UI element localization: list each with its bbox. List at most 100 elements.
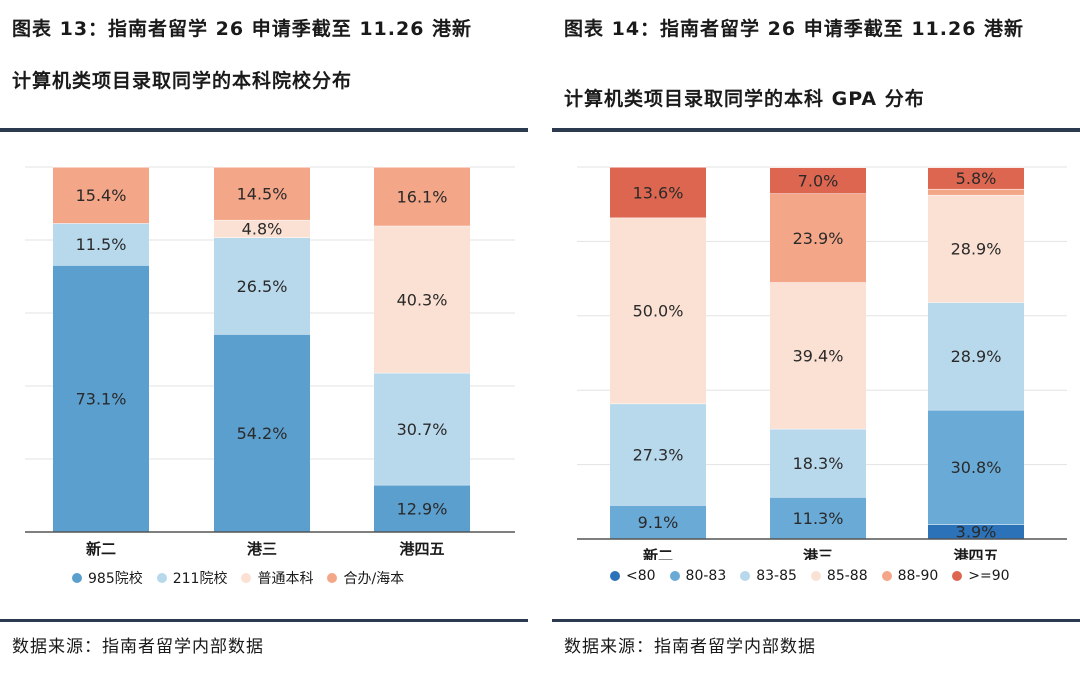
data-label: 16.1% <box>397 187 448 206</box>
data-label: 15.4% <box>76 186 127 205</box>
legend-label: 合办/海本 <box>343 571 405 587</box>
legend-label: 211院校 <box>172 571 228 587</box>
data-label: 39.4% <box>793 347 844 366</box>
data-label: 18.3% <box>793 454 844 473</box>
data-label: 30.7% <box>397 420 448 439</box>
legend-marker <box>740 571 751 581</box>
legend-label: 80-83 <box>685 568 727 584</box>
bar-segment <box>374 372 470 485</box>
legend-item: 80-83 <box>669 568 727 584</box>
x-tick-label: 港三 <box>247 540 277 558</box>
legend-label: 985院校 <box>88 571 143 587</box>
title-rule <box>552 128 1080 132</box>
bar-segment <box>928 194 1024 303</box>
data-label: 28.9% <box>951 240 1002 259</box>
legend-marker <box>810 571 821 581</box>
bar-segment <box>928 167 1024 189</box>
data-label: 5.8% <box>956 169 997 188</box>
bar-segment <box>214 167 310 220</box>
data-label: 11.5% <box>76 235 127 254</box>
bar-segment <box>928 524 1024 539</box>
legend-item: 211院校 <box>156 568 228 588</box>
data-label: 13.6% <box>633 183 684 202</box>
legend-marker <box>156 573 167 583</box>
data-label: 73.1% <box>76 390 127 409</box>
bar-segment <box>928 409 1024 525</box>
panel-left: 图表 13：指南者留学 26 申请季截至 11.26 港新 计算机类项目录取同学… <box>0 0 528 679</box>
chart-title-line2: 计算机类项目录取同学的本科 GPA 分布 <box>564 88 925 110</box>
bar-segment <box>770 282 866 429</box>
data-label: 50.0% <box>633 302 684 321</box>
data-label: 26.5% <box>237 277 288 296</box>
bar-segment <box>770 496 866 539</box>
stacked-bar-chart-right: 9.1% 27.3% 50.0% 13.6% 新二 11.3% 18.3% 39.4% 23.9… <box>577 166 1067 560</box>
legend-label: 普通本科 <box>257 571 314 587</box>
data-label: 3.9% <box>956 523 997 542</box>
bar-segment <box>214 219 310 238</box>
legend-item: 985院校 <box>72 568 143 588</box>
bar-segment <box>214 334 310 532</box>
bar-segment <box>374 225 470 373</box>
legend-label: 85-88 <box>826 568 868 584</box>
data-label: 54.2% <box>237 424 288 443</box>
x-tick-label: 港三 <box>803 547 833 560</box>
legend-right: <80 80-83 83-85 85-88 88-90 >=90 <box>610 568 1024 584</box>
data-label: 7.0% <box>798 171 839 190</box>
legend-item: 88-90 <box>881 568 939 584</box>
legend-left: 985院校 211院校 普通本科 合办/海本 <box>72 568 418 588</box>
data-label: 4.8% <box>242 220 283 239</box>
bar-segment <box>53 167 149 224</box>
legend-item: >=90 <box>952 568 1010 584</box>
legend-marker <box>327 573 338 583</box>
bar-segment <box>610 505 706 539</box>
legend-marker <box>72 573 82 583</box>
data-label: 40.3% <box>397 290 448 309</box>
x-tick-label: 港四五 <box>953 547 998 560</box>
data-label: 9.1% <box>638 513 679 532</box>
chart-title-line2: 计算机类项目录取同学的本科院校分布 <box>12 70 353 92</box>
data-label: 30.8% <box>951 458 1002 477</box>
bar-segment <box>610 403 706 506</box>
legend-label: 83-85 <box>756 568 797 584</box>
chart-title-line1: 图表 13：指南者留学 26 申请季截至 11.26 港新 <box>12 18 473 40</box>
legend-marker <box>610 571 620 581</box>
bar-segment <box>53 223 149 266</box>
legend-marker <box>669 571 680 581</box>
x-tick-label: 港四五 <box>399 540 444 558</box>
chart-title-line1: 图表 14：指南者留学 26 申请季截至 11.26 港新 <box>564 18 1025 40</box>
x-tick-label: 新二 <box>86 540 116 558</box>
data-label: 28.9% <box>951 347 1002 366</box>
bar-segment <box>374 484 470 532</box>
x-tick-label: 新二 <box>643 547 673 560</box>
legend-marker <box>952 571 963 581</box>
bar-segment <box>53 265 149 532</box>
legend-item: 83-85 <box>740 568 797 584</box>
bar-segment <box>770 428 866 497</box>
legend-marker <box>241 573 252 583</box>
bar-segment <box>770 193 866 283</box>
data-label: 11.3% <box>793 509 844 528</box>
source-rule <box>552 619 1080 622</box>
panel-right: 图表 14：指南者留学 26 申请季截至 11.26 港新 计算机类项目录取同学… <box>552 0 1080 679</box>
data-label: 14.5% <box>237 184 288 203</box>
legend-label: <80 <box>626 568 656 584</box>
legend-item: 普通本科 <box>241 568 313 588</box>
legend-label: >=90 <box>968 568 1010 584</box>
bar-segment <box>374 167 470 226</box>
data-source: 数据来源：指南者留学内部数据 <box>564 637 816 657</box>
bar-segment <box>610 217 706 404</box>
bar-segment <box>610 167 706 218</box>
stacked-bar-chart-left: 73.1% 11.5% 15.4% 新二 54.2% 26.5% 4.8% 14.5% 港三 12… <box>25 166 515 558</box>
data-label: 12.9% <box>397 499 448 518</box>
title-rule <box>0 128 528 132</box>
data-label: 23.9% <box>793 229 844 248</box>
bar-segment <box>770 167 866 194</box>
bar-segment <box>928 302 1024 410</box>
legend-item: 合办/海本 <box>327 568 404 588</box>
bar-segment <box>214 237 310 335</box>
legend-marker <box>881 571 892 581</box>
data-label: 27.3% <box>633 445 684 464</box>
legend-item: 85-88 <box>810 568 868 584</box>
source-rule <box>0 619 528 622</box>
legend-label: 88-90 <box>897 568 939 584</box>
